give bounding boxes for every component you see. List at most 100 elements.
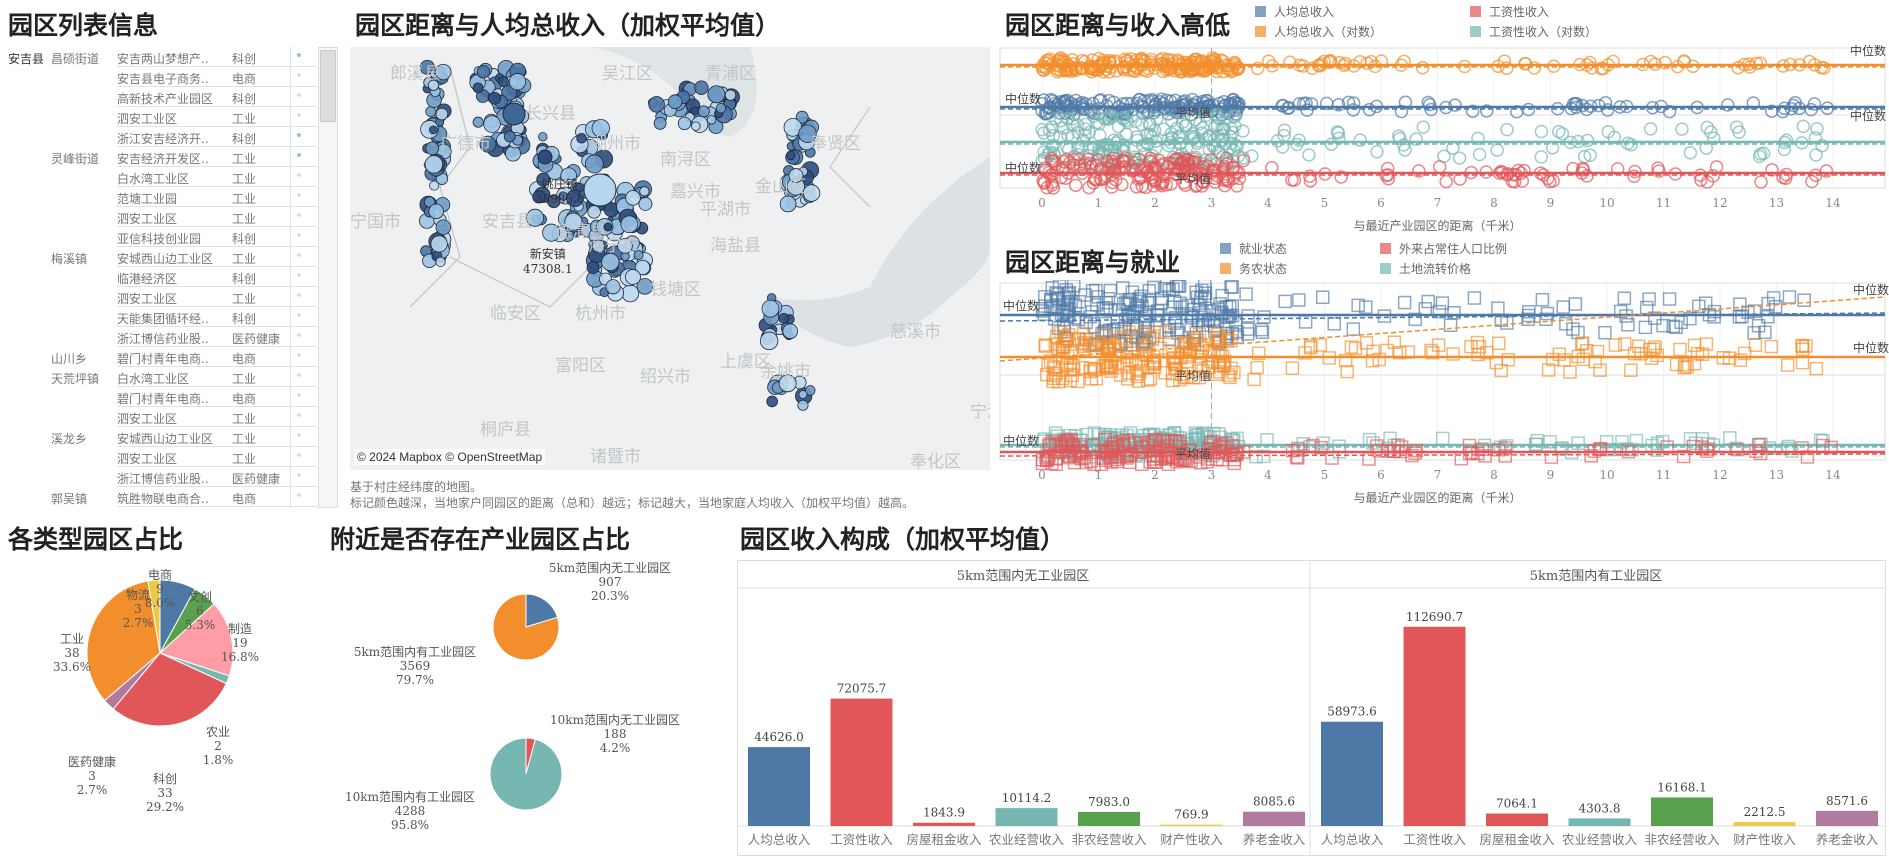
data-point: [1048, 111, 1062, 126]
data-point: [1809, 148, 1823, 162]
village-marker: [425, 141, 440, 156]
table-row[interactable]: 白水湾工业区 工业: [5, 167, 317, 187]
legend-swatch: [1470, 6, 1481, 17]
data-point: [1138, 324, 1152, 339]
table-row[interactable]: 梅溪镇 安城西山边工业区 工业: [5, 247, 317, 267]
data-point: [1348, 341, 1363, 356]
map-label-value: 47308.1: [523, 262, 573, 276]
data-point: [1198, 108, 1213, 123]
table-scrollbar[interactable]: [318, 47, 338, 508]
employment_scatter-legend-item[interactable]: 土地流转价格: [1380, 260, 1471, 277]
village-marker: [536, 172, 551, 187]
table-row[interactable]: 浙江安吉经济开.. 科创: [5, 127, 317, 147]
income_scatter-legend-item[interactable]: 人均总收入: [1255, 3, 1334, 20]
data-point: [1446, 347, 1460, 361]
data-point: [1646, 342, 1661, 357]
table-row[interactable]: 泗安工业区 工业: [5, 207, 317, 227]
category-label: 财产性收入: [1160, 832, 1223, 847]
row-marker: [297, 313, 301, 317]
data-point: [1043, 145, 1058, 160]
data-point: [1583, 148, 1597, 162]
village-marker: [428, 203, 444, 220]
data-point: [1060, 357, 1074, 372]
row-divider: [117, 346, 317, 347]
data-point: [1125, 353, 1139, 367]
park-type-cell: 科创: [232, 92, 257, 106]
data-point: [1078, 117, 1093, 132]
bar-value-label: 16168.1: [1657, 780, 1707, 794]
table-row[interactable]: 安吉县电子商务.. 电商: [5, 67, 317, 87]
park-type-cell: 科创: [232, 232, 257, 246]
data-point: [1039, 367, 1054, 382]
income_scatter-legend-item[interactable]: 工资性收入: [1470, 3, 1549, 20]
data-point: [1254, 322, 1269, 337]
table-row[interactable]: 山川乡 碧门村青年电商.. 电商: [5, 347, 317, 367]
table-row[interactable]: 安吉县 昌硕街道 安吉两山梦想产.. 科创: [5, 47, 317, 67]
data-point: [1753, 56, 1768, 70]
map-caption-2: 标记颜色越深，当地家户同园区的距离（总和）越远；标记越大，当地家庭人均收入（加权…: [350, 496, 915, 510]
employment_scatter-legend-item[interactable]: 外来占常住人口比例: [1380, 240, 1507, 257]
data-point: [1177, 370, 1191, 385]
data-point: [1707, 304, 1722, 319]
bar: [1078, 811, 1140, 826]
x-tick-label: 14: [1825, 468, 1841, 482]
village-marker: [532, 190, 546, 204]
table-row[interactable]: 泗安工业区 工业: [5, 407, 317, 427]
village-marker: [537, 149, 553, 165]
data-point: [1122, 434, 1136, 449]
slice-percent: 1.8%: [202, 753, 234, 767]
data-point: [1666, 319, 1681, 334]
data-point: [1121, 115, 1135, 130]
table-row[interactable]: 灵峰街道 安吉经济开发区.. 工业: [5, 147, 317, 167]
map-attribution[interactable]: © 2024 Mapbox © OpenStreetMap: [354, 449, 546, 465]
data-point: [1044, 292, 1058, 307]
income_scatter-legend-item[interactable]: 工资性收入（对数）: [1470, 23, 1597, 40]
bar-value-label: 7064.1: [1496, 797, 1538, 811]
income_scatter-legend-item[interactable]: 人均总收入（对数）: [1255, 23, 1382, 40]
table-row[interactable]: 泗安工业区 工业: [5, 447, 317, 467]
table-row[interactable]: 泗安工业区 工业: [5, 107, 317, 127]
town-cell: 梅溪镇: [51, 252, 88, 266]
employment_scatter-legend-item[interactable]: 务农状态: [1220, 260, 1287, 277]
table-row[interactable]: 浙江博信药业股.. 医药健康: [5, 327, 317, 347]
village-marker: [435, 107, 449, 121]
slice-percent: 95.8%: [390, 818, 430, 832]
table-row[interactable]: 天荒坪镇 白水湾工业区 工业: [5, 367, 317, 387]
table-row[interactable]: 溪龙乡 安城西山边工业区 工业: [5, 427, 317, 447]
table-row[interactable]: 亚信科技创业园 科创: [5, 227, 317, 247]
data-point: [1103, 341, 1117, 355]
pie-label: 文创 6 5.3%: [160, 590, 240, 632]
data-point: [1491, 336, 1506, 351]
data-point: [1624, 363, 1638, 377]
legend-swatch: [1380, 243, 1391, 254]
table-row[interactable]: 高新技术产业园区 科创: [5, 87, 317, 107]
data-point: [1782, 290, 1797, 304]
data-point: [1443, 318, 1458, 332]
data-point: [1201, 360, 1215, 375]
village-marker: [648, 96, 665, 113]
table-row[interactable]: 泗安工业区 工业: [5, 287, 317, 307]
table-row[interactable]: 浙江博信药业股.. 医药健康: [5, 467, 317, 487]
table-row[interactable]: 临港经济区 科创: [5, 267, 317, 287]
median-label: 中位数: [1003, 433, 1039, 448]
park-name-cell: 范塘工业园: [117, 192, 178, 206]
pie-label: 农业 2 1.8%: [178, 725, 258, 767]
data-point: [1447, 305, 1461, 320]
table-row[interactable]: 天能集团循环经.. 科创: [5, 307, 317, 327]
table-row[interactable]: 范塘工业园 工业: [5, 187, 317, 207]
village-marker: [591, 239, 605, 253]
map-place-label: 上虞区: [720, 352, 771, 372]
map-place-label: 慈溪市: [890, 322, 941, 342]
employment_scatter-legend-item[interactable]: 就业状态: [1220, 240, 1287, 257]
table-row[interactable]: 郭吴镇 筑胜物联电商合.. 电商: [5, 487, 317, 507]
table-row[interactable]: 碧门村青年电商.. 电商: [5, 387, 317, 407]
slice-name: 5km范围内无工业园区: [548, 561, 672, 575]
bar-value-label: 1843.9: [923, 806, 965, 820]
data-point: [1498, 449, 1512, 463]
park-name-cell: 碧门村青年电商..: [117, 352, 209, 366]
x-tick-label: 1: [1095, 196, 1103, 210]
data-point: [1490, 143, 1504, 157]
scrollbar-thumb[interactable]: [320, 50, 336, 122]
data-point: [1059, 304, 1074, 319]
